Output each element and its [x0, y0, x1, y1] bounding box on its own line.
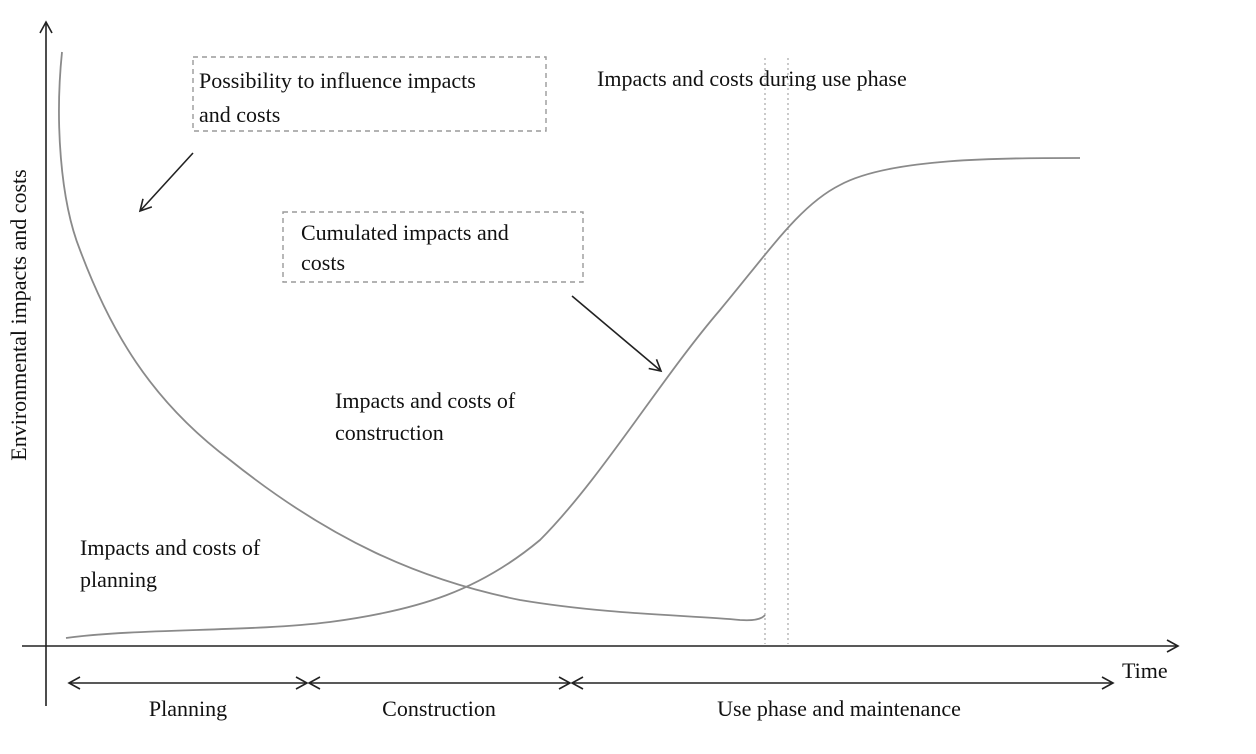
influence-curve — [58, 51, 766, 622]
influence-annotation-box — [192, 56, 547, 132]
cumulated-annotation-line-1: Cumulated impacts and — [301, 220, 509, 245]
cumulated-annotation-line-2: costs — [301, 250, 345, 275]
phase-label-use: Use phase and maintenance — [717, 696, 961, 721]
phase-label-planning: Planning — [149, 696, 227, 721]
influence-annotation-line-1: Possibility to influence impacts — [199, 68, 476, 93]
phase-label-construction: Construction — [382, 696, 496, 721]
cumulated-annotation-box — [282, 211, 584, 283]
y-axis-label: Environmental impacts and costs — [6, 169, 31, 460]
influence-pointer-arrow — [138, 152, 194, 213]
planning-annotation-line-1: Impacts and costs of — [80, 535, 261, 560]
influence-annotation-line-2: and costs — [199, 102, 280, 127]
construction-annotation-line-2: construction — [335, 420, 444, 445]
construction-annotation-line-1: Impacts and costs of — [335, 388, 516, 413]
use-phase-annotation: Impacts and costs during use phase — [597, 66, 907, 91]
cumulated-curve — [65, 157, 1081, 639]
planning-annotation-line-2: planning — [80, 567, 157, 592]
x-axis-label: Time — [1122, 658, 1168, 683]
cumulated-pointer-arrow — [571, 295, 663, 373]
